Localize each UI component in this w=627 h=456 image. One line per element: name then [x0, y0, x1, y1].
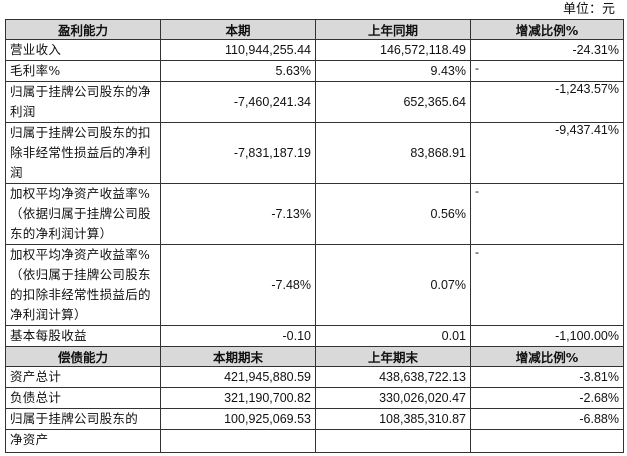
row-label: 归属于挂牌公司股东的扣除非经常性损益后的净利润 — [5, 122, 161, 184]
change-value: -9,437.41% — [470, 122, 624, 184]
current-value: -0.10 — [160, 325, 316, 347]
change-value: - — [470, 244, 624, 326]
change-value: -3.81% — [470, 366, 624, 388]
solvency-header-row: 偿债能力 本期期末 上年期末 增减比例% — [5, 346, 624, 367]
current-value: 110,944,255.44 — [160, 39, 316, 61]
table-row: 归属于挂牌公司股东的净利润 -7,460,241.34 652,365.64 -… — [5, 81, 624, 123]
profit-header-row: 盈利能力 本期 上年同期 增减比例% — [5, 19, 624, 40]
change-value: - — [470, 183, 624, 245]
table-row: 负债总计 321,190,700.82 330,026,020.47 -2.68… — [5, 387, 624, 409]
change-value: -24.31% — [470, 39, 624, 61]
current-value: 5.63% — [160, 60, 316, 82]
row-label: 基本每股收益 — [5, 325, 161, 347]
previous-value: 108,385,310.87 — [315, 408, 471, 430]
current-value: 321,190,700.82 — [160, 387, 316, 409]
previous-value: 0.01 — [315, 325, 471, 347]
table-row: 归属于挂牌公司股东的 100,925,069.53 108,385,310.87… — [5, 408, 624, 430]
change-value: -1,243.57% — [470, 81, 624, 123]
current-value: -7.13% — [160, 183, 316, 245]
header-period-end: 本期期末 — [160, 346, 316, 367]
current-value: 100,925,069.53 — [160, 408, 316, 430]
empty-cell — [470, 429, 624, 453]
financial-indicators-table: 盈利能力 本期 上年同期 增减比例% 营业收入 110,944,255.44 1… — [5, 19, 624, 453]
change-value: -6.88% — [470, 408, 624, 430]
row-label: 归属于挂牌公司股东的 — [5, 408, 161, 430]
previous-value: 330,026,020.47 — [315, 387, 471, 409]
previous-value: 146,572,118.49 — [315, 39, 471, 61]
current-value: -7,831,187.19 — [160, 122, 316, 184]
header-previous-period: 上年同期 — [315, 19, 471, 40]
unit-label: 单位：元 — [562, 2, 615, 17]
table-row: 毛利率% 5.63% 9.43% - — [5, 60, 624, 82]
previous-value: 9.43% — [315, 60, 471, 82]
row-label: 归属于挂牌公司股东的净利润 — [5, 81, 161, 123]
current-value: 421,945,880.59 — [160, 366, 316, 388]
previous-value: 438,638,722.13 — [315, 366, 471, 388]
row-label: 负债总计 — [5, 387, 161, 409]
change-value: -1,100.00% — [470, 325, 624, 347]
row-label: 营业收入 — [5, 39, 161, 61]
header-profitability: 盈利能力 — [5, 19, 161, 40]
table-row: 营业收入 110,944,255.44 146,572,118.49 -24.3… — [5, 39, 624, 61]
current-value: -7,460,241.34 — [160, 81, 316, 123]
previous-value: 0.56% — [315, 183, 471, 245]
table-row: 加权平均净资产收益率%（依据归属于挂牌公司股东的净利润计算） -7.13% 0.… — [5, 183, 624, 245]
table-row: 基本每股收益 -0.10 0.01 -1,100.00% — [5, 325, 624, 347]
header-prior-period-end: 上年期末 — [315, 346, 471, 367]
empty-cell — [315, 429, 471, 453]
empty-cell — [160, 429, 316, 453]
row-label: 净资产 — [5, 429, 161, 453]
table-row: 加权平均净资产收益率%（依归属于挂牌公司股东的扣除非经常性损益后的净利润计算） … — [5, 244, 624, 326]
table-row: 归属于挂牌公司股东的扣除非经常性损益后的净利润 -7,831,187.19 83… — [5, 122, 624, 184]
table-row: 资产总计 421,945,880.59 438,638,722.13 -3.81… — [5, 366, 624, 388]
change-value: -2.68% — [470, 387, 624, 409]
row-label: 资产总计 — [5, 366, 161, 388]
header-change-pct: 增减比例% — [470, 19, 624, 40]
row-label: 毛利率% — [5, 60, 161, 82]
row-label: 加权平均净资产收益率%（依据归属于挂牌公司股东的净利润计算） — [5, 183, 161, 245]
header-change-pct: 增减比例% — [470, 346, 624, 367]
header-current-period: 本期 — [160, 19, 316, 40]
table-row: 净资产 — [5, 429, 624, 453]
current-value: -7.48% — [160, 244, 316, 326]
previous-value: 83,868.91 — [315, 122, 471, 184]
previous-value: 652,365.64 — [315, 81, 471, 123]
header-solvency: 偿债能力 — [5, 346, 161, 367]
change-value: - — [470, 60, 624, 82]
row-label: 加权平均净资产收益率%（依归属于挂牌公司股东的扣除非经常性损益后的净利润计算） — [5, 244, 161, 326]
previous-value: 0.07% — [315, 244, 471, 326]
